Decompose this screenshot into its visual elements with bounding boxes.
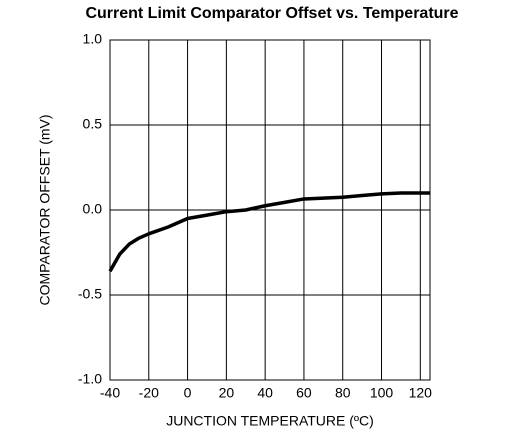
- x-tick-label: 100: [370, 385, 394, 401]
- x-tick-label: 80: [335, 385, 351, 401]
- data-line: [108, 191, 430, 273]
- x-tick-label: 60: [296, 385, 312, 401]
- x-tick-label: 20: [219, 385, 235, 401]
- y-axis-label: COMPARATOR OFFSET (mV): [37, 114, 53, 305]
- y-tick-label: 0.0: [83, 201, 103, 217]
- x-tick-label: 0: [184, 385, 192, 401]
- y-tick-label: 1.0: [83, 31, 103, 47]
- x-tick-label: -20: [139, 385, 159, 401]
- x-tick-label: 120: [409, 385, 433, 401]
- y-tick-label: -0.5: [78, 286, 102, 302]
- x-tick-label: 40: [257, 385, 273, 401]
- y-tick-label: -1.0: [78, 371, 102, 387]
- x-tick-label: -40: [100, 385, 120, 401]
- y-tick-label: 0.5: [83, 116, 103, 132]
- x-axis-label: JUNCTION TEMPERATURE (ºC): [166, 413, 374, 429]
- chart-title: Current Limit Comparator Offset vs. Temp…: [85, 5, 458, 22]
